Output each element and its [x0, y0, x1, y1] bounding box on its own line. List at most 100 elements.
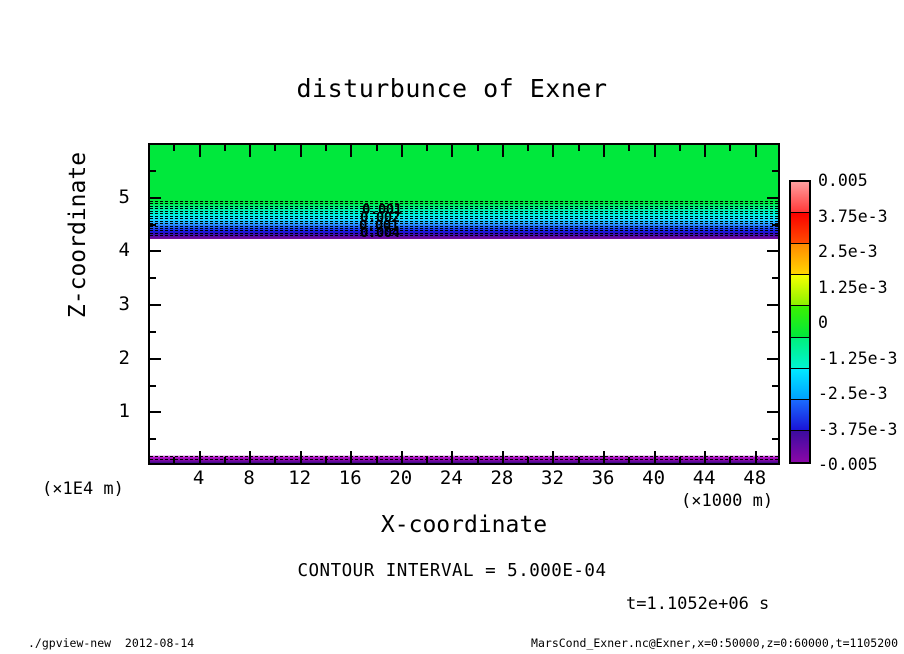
x-tick-minor — [577, 457, 580, 465]
plot-area[interactable]: 0.001 0.002 0.001 0.004 — [148, 143, 780, 465]
x-tick-label: 12 — [288, 467, 312, 489]
x-tick-label: 8 — [243, 467, 255, 489]
y-tick-minor — [148, 169, 156, 172]
field-blank-region — [150, 239, 778, 461]
colorbar-label: -2.5e-3 — [818, 384, 888, 403]
x-tick-major — [249, 451, 252, 465]
y-tick-minor — [148, 384, 156, 387]
x-tick-minor — [274, 457, 277, 465]
x-tick-minor — [426, 457, 429, 465]
colorbar-band — [791, 399, 809, 431]
y-tick-minor — [148, 223, 156, 226]
x-tick-label: 20 — [389, 467, 413, 489]
x-tick-minor — [476, 143, 479, 151]
x-tick-minor — [527, 143, 530, 151]
x-tick-major — [501, 451, 504, 465]
contour-line — [150, 215, 778, 217]
colorbar[interactable] — [789, 180, 811, 464]
colorbar-band — [791, 306, 809, 338]
x-tick-major — [400, 143, 403, 157]
y-axis-title: Z-coordinate — [65, 151, 91, 319]
x-tick-minor — [173, 143, 176, 151]
contour-line — [150, 456, 778, 457]
y-tick-minor — [148, 330, 156, 333]
y-tick-major — [148, 304, 161, 306]
y-tick-major — [148, 250, 161, 253]
x-tick-minor — [577, 143, 580, 151]
footer-source-note: MarsCond_Exner.nc@Exner,x=0:50000,z=0:60… — [531, 636, 898, 650]
colorbar-band — [791, 368, 809, 400]
x-tick-major — [552, 451, 555, 465]
y-tick-major — [767, 304, 780, 306]
x-tick-minor — [223, 457, 226, 465]
contour-line — [150, 220, 778, 222]
x-tick-major — [704, 143, 707, 157]
x-tick-label: 24 — [439, 467, 463, 489]
x-tick-minor — [476, 457, 479, 465]
colorbar-label: 1.25e-3 — [818, 277, 888, 297]
x-tick-minor — [729, 143, 732, 151]
x-tick-minor — [324, 143, 327, 151]
contour-line — [150, 210, 778, 212]
x-tick-minor — [628, 457, 631, 465]
x-tick-major — [603, 143, 606, 157]
contour-line — [150, 223, 778, 225]
y-tick-label: 3 — [118, 293, 130, 315]
x-tick-major — [704, 451, 707, 465]
x-tick-major — [350, 143, 353, 157]
field-uniform-green — [150, 145, 778, 203]
time-stamp-note: t=1.1052e+06 s — [626, 594, 770, 614]
x-tick-minor — [678, 143, 681, 151]
x-tick-major — [754, 451, 757, 465]
y-tick-minor — [772, 169, 780, 172]
x-tick-major — [754, 143, 757, 157]
x-tick-major — [653, 451, 656, 465]
contour-line — [150, 225, 778, 227]
contour-line — [150, 208, 778, 210]
y-tick-label: 4 — [118, 239, 130, 262]
x-tick-major — [198, 143, 201, 157]
colorbar-label: 2.5e-3 — [818, 242, 878, 261]
contour-line — [150, 235, 778, 237]
colorbar-label: 3.75e-3 — [818, 206, 888, 226]
colorbar-label: -3.75e-3 — [818, 419, 898, 439]
x-tick-minor — [375, 143, 378, 151]
colorbar-band — [791, 182, 809, 214]
contour-interval-note: CONTOUR INTERVAL = 5.000E-04 — [297, 561, 607, 581]
y-tick-major — [767, 357, 780, 360]
colorbar-label: -0.005 — [818, 455, 878, 474]
x-tick-major — [451, 451, 454, 465]
x-tick-major — [249, 143, 252, 157]
colorbar-band — [791, 430, 809, 462]
x-tick-minor — [375, 457, 378, 465]
y-tick-label: 2 — [118, 346, 130, 369]
x-tick-minor — [628, 143, 631, 151]
x-tick-label: 28 — [490, 467, 514, 489]
contour-line — [150, 230, 778, 232]
x-tick-minor — [324, 457, 327, 465]
y-tick-major — [767, 250, 780, 253]
colorbar-label: -1.25e-3 — [818, 348, 898, 368]
y-tick-label: 1 — [118, 400, 130, 423]
y-tick-minor — [772, 277, 780, 280]
x-tick-minor — [729, 457, 732, 465]
contour-line — [150, 203, 778, 205]
contour-line — [150, 459, 778, 460]
x-tick-major — [451, 143, 454, 157]
x-tick-label: 48 — [743, 467, 767, 489]
y-tick-major — [148, 357, 161, 360]
y-tick-major — [148, 411, 161, 414]
colorbar-band — [791, 275, 809, 307]
y-tick-major — [767, 411, 780, 414]
x-tick-minor — [274, 143, 277, 151]
x-tick-major — [400, 451, 403, 465]
x-tick-label: 44 — [692, 467, 716, 489]
x-tick-label: 16 — [338, 467, 362, 489]
colorbar-label: 0.005 — [818, 171, 868, 190]
y-tick-minor — [772, 438, 780, 441]
x-tick-major — [350, 451, 353, 465]
y-tick-major — [148, 196, 161, 199]
contour-line — [150, 201, 778, 202]
contour-value-label: 0.001 — [362, 202, 402, 218]
x-axis-title: X-coordinate — [380, 512, 548, 538]
